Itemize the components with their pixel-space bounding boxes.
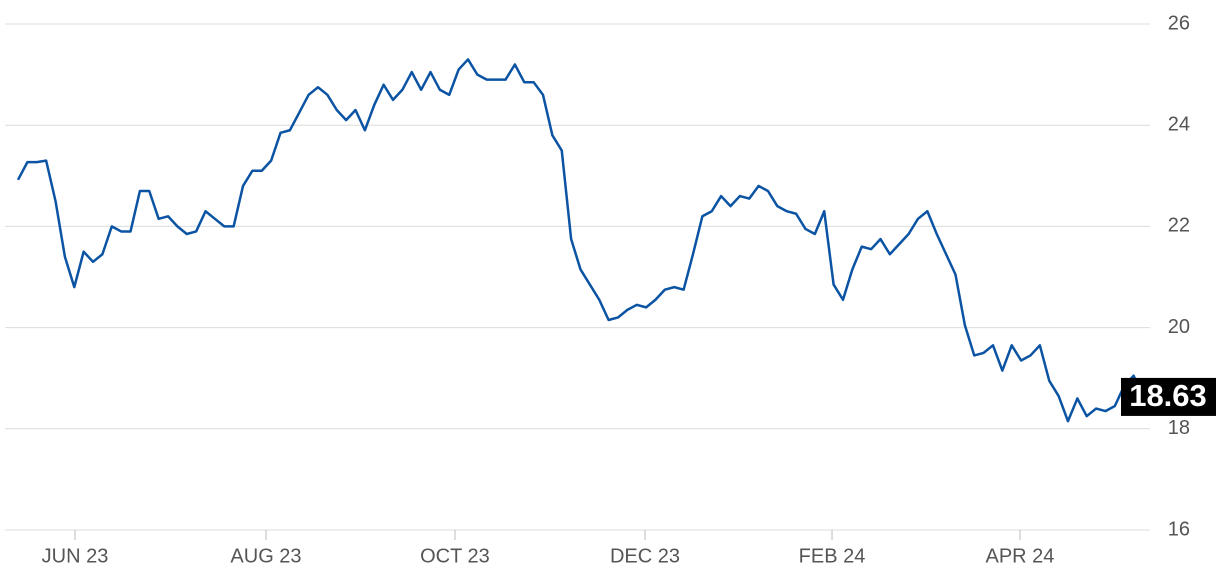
y-tick-label: 18 bbox=[1168, 417, 1190, 439]
x-tick-label: AUG 23 bbox=[230, 545, 301, 567]
y-tick-label: 22 bbox=[1168, 215, 1190, 237]
price-line bbox=[16, 58, 1145, 423]
last-value-label: 18.63 bbox=[1129, 378, 1207, 413]
last-value-badge bbox=[1121, 377, 1216, 416]
y-tick-label: 16 bbox=[1168, 518, 1190, 540]
y-tick-label: 24 bbox=[1168, 113, 1190, 135]
x-tick-label: OCT 23 bbox=[420, 545, 490, 567]
y-tick-label: 20 bbox=[1168, 316, 1190, 338]
y-tick-label: 26 bbox=[1168, 12, 1190, 34]
x-tick-label: FEB 24 bbox=[799, 545, 866, 567]
x-tick-label: JUN 23 bbox=[42, 545, 109, 567]
x-tick-label: DEC 23 bbox=[610, 545, 680, 567]
x-tick-label: APR 24 bbox=[986, 545, 1055, 567]
